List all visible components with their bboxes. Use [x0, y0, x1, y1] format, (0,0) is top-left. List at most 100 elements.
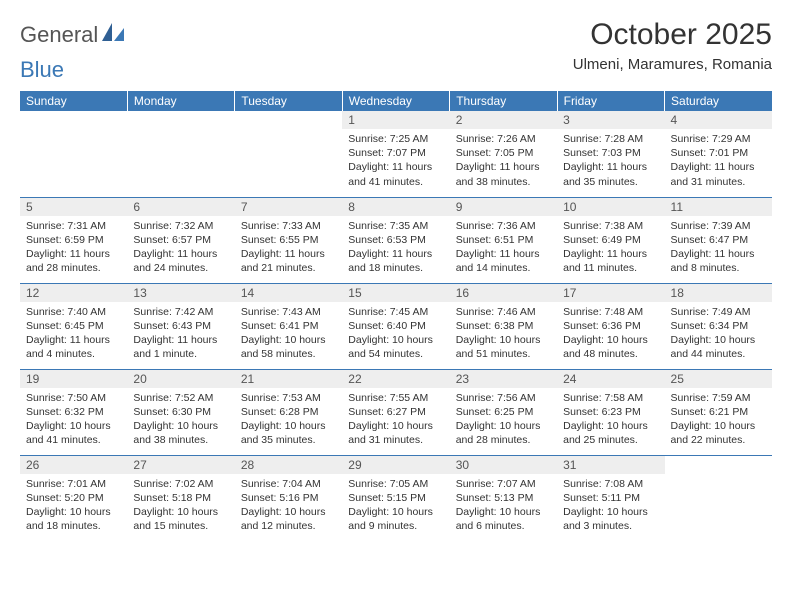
day-number: 20 [127, 370, 234, 388]
calendar-day-cell: 16Sunrise: 7:46 AMSunset: 6:38 PMDayligh… [450, 283, 557, 369]
sunrise-text: Sunrise: 7:52 AM [133, 391, 228, 405]
calendar-body: 1 Sunrise: 7:25 AMSunset: 7:07 PM Daylight… [20, 111, 772, 541]
day-number: 28 [235, 456, 342, 474]
sunset-text: Sunset: 6:57 PM [133, 233, 228, 247]
sunset-text: Sunset: 6:23 PM [563, 405, 658, 419]
day-details: Sunrise: 7:02 AMSunset: 5:18 PMDaylight:… [127, 474, 234, 538]
logo-word1: General [20, 22, 98, 48]
calendar-day-cell: 19Sunrise: 7:50 AMSunset: 6:32 PMDayligh… [20, 369, 127, 455]
calendar-day-cell: 8Sunrise: 7:35 AMSunset: 6:53 PMDaylight… [342, 197, 449, 283]
day-number: 12 [20, 284, 127, 302]
daylight-text: Daylight: 10 hours and 3 minutes. [563, 505, 658, 533]
sunset-text: Sunset: 7:07 PM [348, 146, 443, 160]
sunrise-text: Sunrise: 7:01 AM [26, 477, 121, 491]
sunrise-text: Sunrise: 7:58 AM [563, 391, 658, 405]
sunset-text: Sunset: 6:27 PM [348, 405, 443, 419]
day-number: 5 [20, 198, 127, 216]
day-number: 27 [127, 456, 234, 474]
sunrise-text: Sunrise: 7:26 AM [456, 132, 551, 146]
daylight-text: Daylight: 10 hours and 12 minutes. [241, 505, 336, 533]
daylight-text: Daylight: 10 hours and 35 minutes. [241, 419, 336, 447]
sunrise-text: Sunrise: 7:43 AM [241, 305, 336, 319]
sunset-text: Sunset: 6:53 PM [348, 233, 443, 247]
day-details: Sunrise: 7:35 AMSunset: 6:53 PMDaylight:… [342, 216, 449, 280]
calendar-day-cell: 22Sunrise: 7:55 AMSunset: 6:27 PMDayligh… [342, 369, 449, 455]
calendar-week-row: 1 Sunrise: 7:25 AMSunset: 7:07 PM Daylight… [20, 111, 772, 197]
sunset-text: Sunset: 7:01 PM [671, 146, 766, 160]
daylight-text: Daylight: 11 hours and 11 minutes. [563, 247, 658, 275]
day-details: Sunrise: 7:42 AMSunset: 6:43 PMDaylight:… [127, 302, 234, 366]
sunrise-text: Sunrise: 7:35 AM [348, 219, 443, 233]
sunset-text: Sunset: 6:59 PM [26, 233, 121, 247]
calendar-day-cell: 13Sunrise: 7:42 AMSunset: 6:43 PMDayligh… [127, 283, 234, 369]
calendar-table: SundayMondayTuesdayWednesdayThursdayFrid… [20, 91, 772, 541]
sunrise-text: Sunrise: 7:39 AM [671, 219, 766, 233]
day-number: 1 [342, 111, 449, 129]
logo-sail-icon [102, 23, 124, 48]
day-number: 15 [342, 284, 449, 302]
sunrise-text: Sunrise: 7:38 AM [563, 219, 658, 233]
daylight-text: Daylight: 11 hours and 28 minutes. [26, 247, 121, 275]
sunrise-text: Sunrise: 7:29 AM [671, 132, 766, 146]
calendar-week-row: 26Sunrise: 7:01 AMSunset: 5:20 PMDayligh… [20, 455, 772, 541]
day-details: Sunrise: 7:59 AMSunset: 6:21 PMDaylight:… [665, 388, 772, 452]
sunrise-text: Sunrise: 7:07 AM [456, 477, 551, 491]
sunset-text: Sunset: 6:36 PM [563, 319, 658, 333]
sunset-text: Sunset: 7:03 PM [563, 146, 658, 160]
day-header: Sunday [20, 91, 127, 111]
day-details: Sunrise: 7:53 AMSunset: 6:28 PMDaylight:… [235, 388, 342, 452]
day-details: Sunrise: 7:28 AMSunset: 7:03 PMDaylight:… [557, 129, 664, 193]
day-details: Sunrise: 7:45 AMSunset: 6:40 PMDaylight:… [342, 302, 449, 366]
sunset-text: Sunset: 6:21 PM [671, 405, 766, 419]
day-header: Tuesday [235, 91, 342, 111]
calendar-day-cell: 4Sunrise: 7:29 AMSunset: 7:01 PMDaylight… [665, 111, 772, 197]
day-number: 23 [450, 370, 557, 388]
sunrise-text: Sunrise: 7:02 AM [133, 477, 228, 491]
daylight-text: Daylight: 10 hours and 31 minutes. [348, 419, 443, 447]
calendar-day-cell: 3Sunrise: 7:28 AMSunset: 7:03 PMDaylight… [557, 111, 664, 197]
daylight-text: Daylight: 11 hours and 4 minutes. [26, 333, 121, 361]
calendar-week-row: 5Sunrise: 7:31 AMSunset: 6:59 PMDaylight… [20, 197, 772, 283]
daylight-text: Daylight: 11 hours and 35 minutes. [563, 160, 658, 188]
daylight-text: Daylight: 10 hours and 9 minutes. [348, 505, 443, 533]
day-details: Sunrise: 7:26 AMSunset: 7:05 PMDaylight:… [450, 129, 557, 193]
sunrise-text: Sunrise: 7:53 AM [241, 391, 336, 405]
sunrise-text: Sunrise: 7:33 AM [241, 219, 336, 233]
day-details: Sunrise: 7:36 AMSunset: 6:51 PMDaylight:… [450, 216, 557, 280]
day-number: 10 [557, 198, 664, 216]
sunset-text: Sunset: 6:55 PM [241, 233, 336, 247]
sunset-text: Sunset: 5:18 PM [133, 491, 228, 505]
logo: General [20, 22, 126, 48]
sunrise-text: Sunrise: 7:36 AM [456, 219, 551, 233]
calendar-day-cell: 30Sunrise: 7:07 AMSunset: 5:13 PMDayligh… [450, 455, 557, 541]
calendar-day-cell: 27Sunrise: 7:02 AMSunset: 5:18 PMDayligh… [127, 455, 234, 541]
daylight-text: Daylight: 11 hours and 24 minutes. [133, 247, 228, 275]
sunset-text: Sunset: 6:38 PM [456, 319, 551, 333]
daylight-text: Daylight: 11 hours and 14 minutes. [456, 247, 551, 275]
day-details: Sunrise: 7:55 AMSunset: 6:27 PMDaylight:… [342, 388, 449, 452]
sunset-text: Sunset: 6:28 PM [241, 405, 336, 419]
calendar-day-cell: 12Sunrise: 7:40 AMSunset: 6:45 PMDayligh… [20, 283, 127, 369]
calendar-day-cell: 21Sunrise: 7:53 AMSunset: 6:28 PMDayligh… [235, 369, 342, 455]
sunset-text: Sunset: 6:49 PM [563, 233, 658, 247]
calendar-day-cell: 11Sunrise: 7:39 AMSunset: 6:47 PMDayligh… [665, 197, 772, 283]
sunset-text: Sunset: 5:13 PM [456, 491, 551, 505]
daylight-text: Daylight: 10 hours and 54 minutes. [348, 333, 443, 361]
day-details: Sunrise: 7:46 AMSunset: 6:38 PMDaylight:… [450, 302, 557, 366]
sunrise-text: Sunrise: 7:42 AM [133, 305, 228, 319]
calendar-day-cell: 23Sunrise: 7:56 AMSunset: 6:25 PMDayligh… [450, 369, 557, 455]
daylight-text: Daylight: 10 hours and 28 minutes. [456, 419, 551, 447]
day-number: 2 [450, 111, 557, 129]
daylight-text: Daylight: 11 hours and 18 minutes. [348, 247, 443, 275]
sunrise-text: Sunrise: 7:25 AM [348, 132, 443, 146]
calendar-day-cell [127, 111, 234, 197]
day-details: Sunrise: 7:58 AMSunset: 6:23 PMDaylight:… [557, 388, 664, 452]
day-number: 9 [450, 198, 557, 216]
calendar-day-cell: 2Sunrise: 7:26 AMSunset: 7:05 PMDaylight… [450, 111, 557, 197]
sunrise-text: Sunrise: 7:08 AM [563, 477, 658, 491]
sunset-text: Sunset: 6:41 PM [241, 319, 336, 333]
day-number: 25 [665, 370, 772, 388]
sunrise-text: Sunrise: 7:55 AM [348, 391, 443, 405]
calendar-day-cell [20, 111, 127, 197]
daylight-text: Daylight: 10 hours and 51 minutes. [456, 333, 551, 361]
